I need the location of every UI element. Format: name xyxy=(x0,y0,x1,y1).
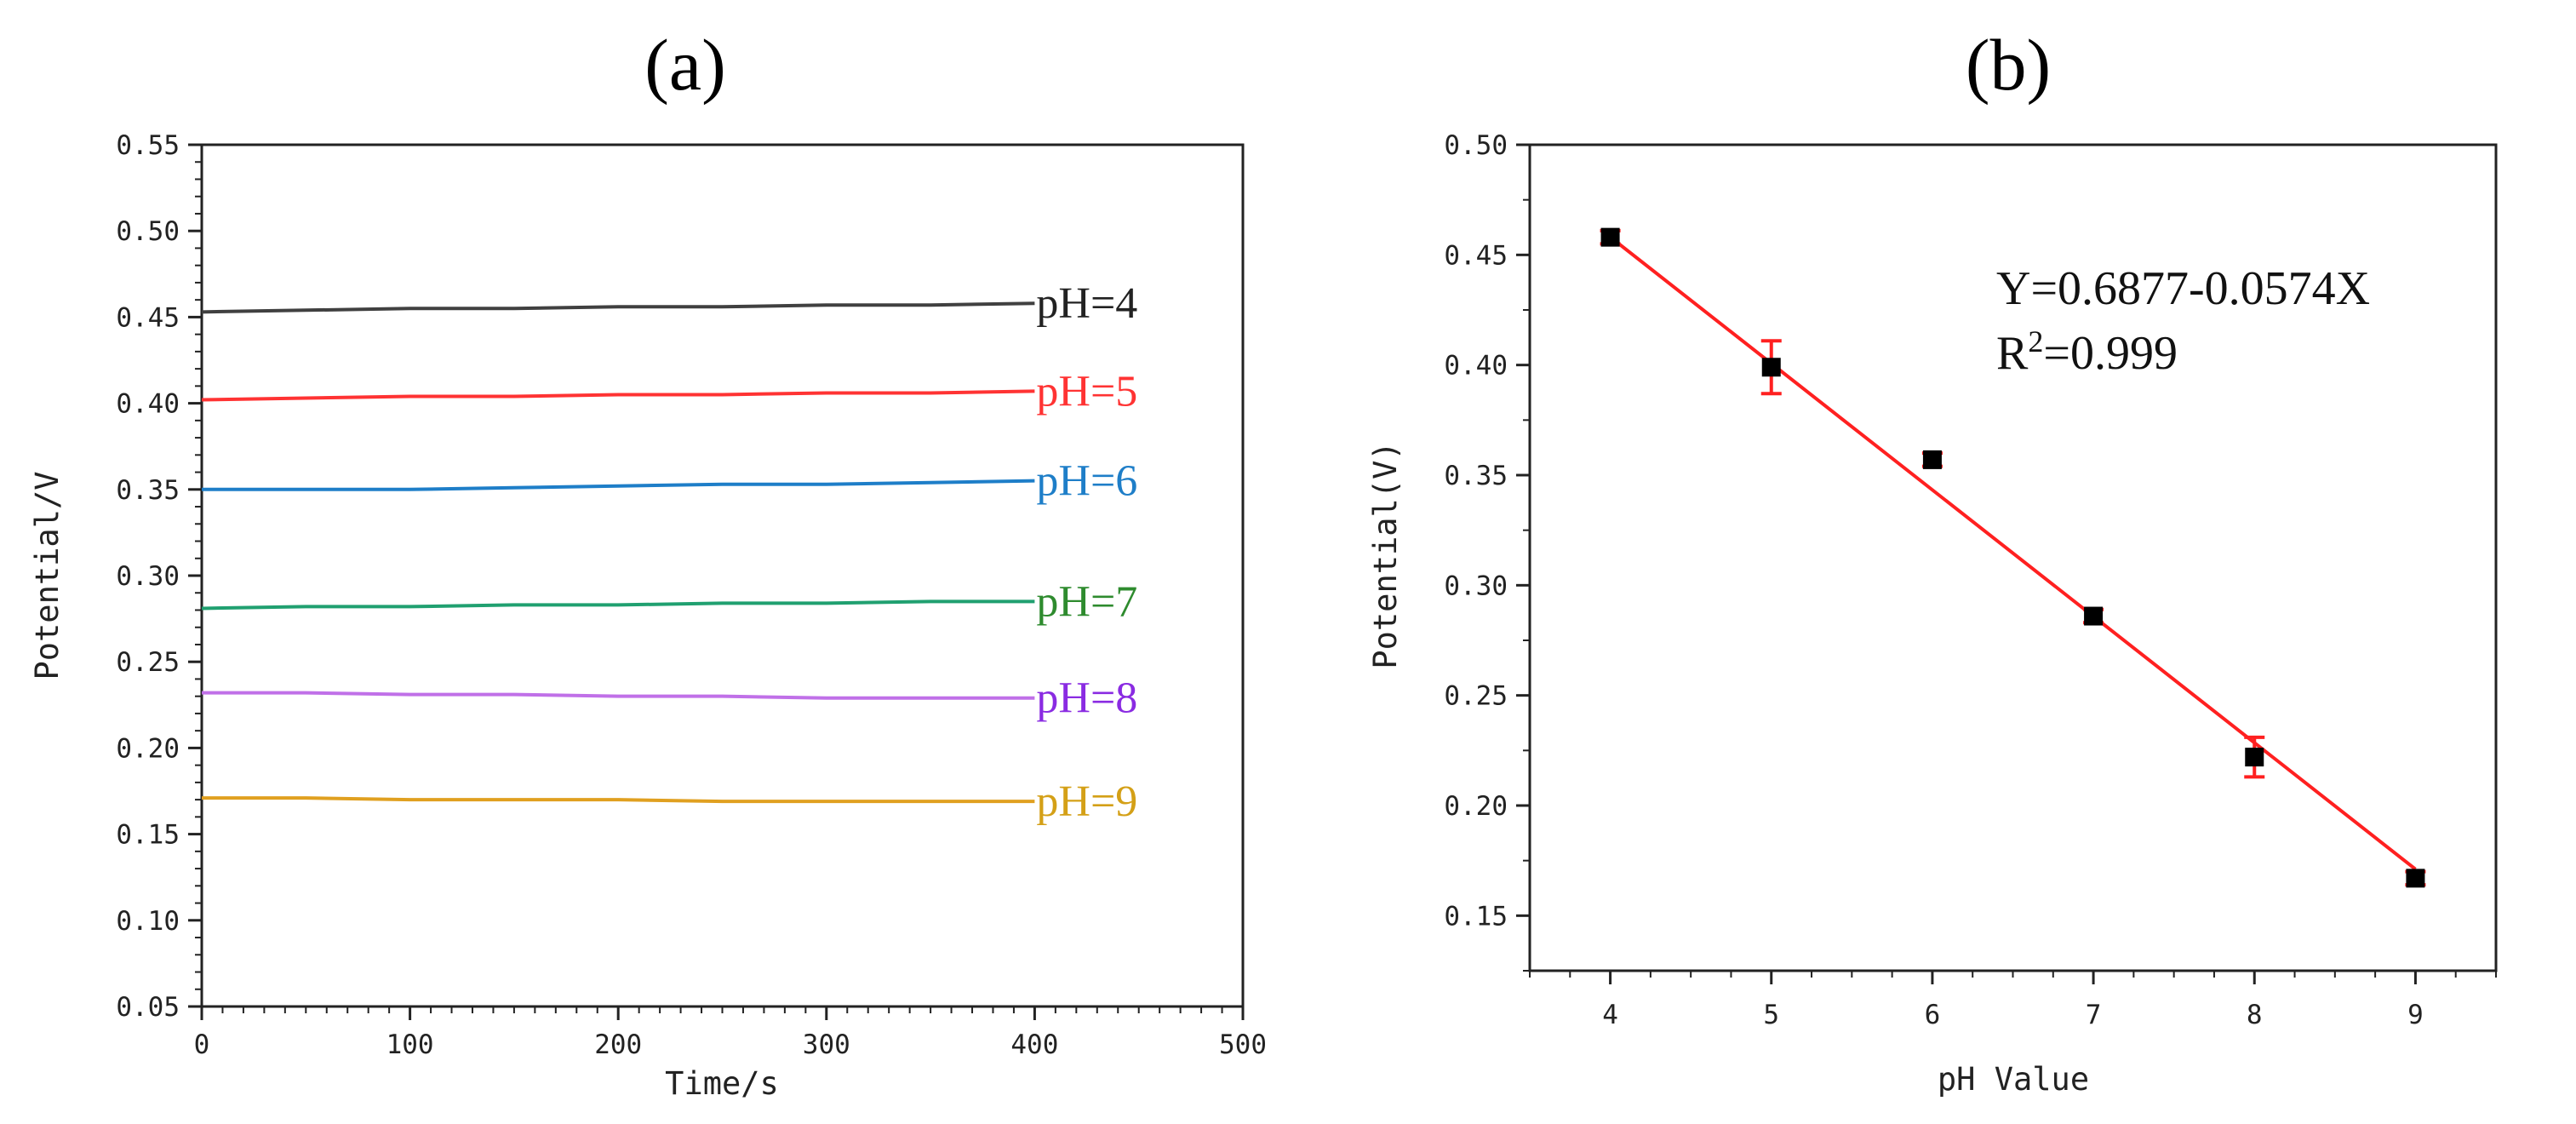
series-line-ph-7 xyxy=(201,599,1035,611)
series-label-ph-4: pH=4 xyxy=(1036,279,1137,328)
a-x-tick-label: 400 xyxy=(1010,1029,1058,1060)
b-x-tick-label: 8 xyxy=(2247,1000,2263,1030)
b-y-tick-label: 0.45 xyxy=(1444,240,1508,271)
panel-b-label: (b) xyxy=(1966,24,2051,106)
panel-b-data-points xyxy=(1600,227,2426,888)
data-point-ph-5 xyxy=(1761,358,1781,377)
b-y-tick-label: 0.50 xyxy=(1444,130,1508,161)
series-line-ph-5 xyxy=(201,389,1035,402)
data-point-ph-7 xyxy=(2084,606,2104,626)
b-y-tick-label: 0.20 xyxy=(1444,791,1508,822)
panel-b-fit-line xyxy=(1609,235,2417,871)
panel-a-y-axis-title: Potential/V xyxy=(29,471,66,680)
series-label-ph-9: pH=9 xyxy=(1036,777,1137,826)
series-label-ph-8: pH=8 xyxy=(1036,674,1137,723)
panel-b-equation: Y=0.6877-0.0574X xyxy=(1996,262,2370,315)
data-point-ph-4 xyxy=(1600,227,1620,247)
panel-a-label: (a) xyxy=(644,24,725,106)
panel-b: (b) 0.15 0.20 0.25 0.30 0.35 0.40 0.45 0.50 4 5 6… xyxy=(1367,24,2498,1098)
panel-b-r-squared: R2=0.999 xyxy=(1996,324,2178,380)
a-y-tick-label: 0.50 xyxy=(116,216,180,247)
panel-a-series-labels: pH=4 pH=5 pH=6 pH=7 pH=8 pH=9 xyxy=(1036,279,1137,826)
b-y-tick-label: 0.30 xyxy=(1444,571,1508,601)
b-x-tick-label: 7 xyxy=(2086,1000,2102,1030)
a-y-tick-label: 0.05 xyxy=(116,992,180,1023)
a-x-tick-label: 0 xyxy=(194,1029,210,1060)
data-point-ph-8 xyxy=(2245,748,2264,767)
panel-b-y-axis-title: Potential(V) xyxy=(1367,441,1404,668)
b-x-tick-label: 6 xyxy=(1925,1000,1941,1030)
panel-a-x-axis: 0 100 200 300 400 500 xyxy=(194,1006,1267,1060)
r2-prefix: R xyxy=(1996,327,2029,380)
series-line-ph-8 xyxy=(202,691,1035,700)
panel-a: (a) 0.05 0.10 0.15 0.20 0.25 0.30 0.35 0.40 0.45… xyxy=(29,24,1267,1102)
b-y-tick-label: 0.40 xyxy=(1444,351,1508,381)
series-line-ph-4 xyxy=(201,301,1035,314)
panel-b-x-axis: 4 5 6 7 8 9 xyxy=(1529,971,2497,1030)
panel-a-series xyxy=(201,301,1035,804)
a-y-tick-label: 0.40 xyxy=(116,389,180,420)
a-x-tick-label: 200 xyxy=(594,1029,642,1060)
panel-a-y-axis: 0.05 0.10 0.15 0.20 0.25 0.30 0.35 0.40 0.45 0.50… xyxy=(116,130,202,1023)
series-label-ph-5: pH=5 xyxy=(1036,367,1137,416)
series-label-ph-6: pH=6 xyxy=(1036,457,1137,506)
panel-a-x-axis-title: Time/s xyxy=(665,1065,779,1102)
r2-superscript: 2 xyxy=(2028,324,2043,358)
a-y-tick-label: 0.10 xyxy=(116,906,180,937)
r2-suffix: =0.999 xyxy=(2043,327,2178,380)
a-y-tick-label: 0.15 xyxy=(116,820,180,851)
a-y-tick-label: 0.20 xyxy=(116,733,180,764)
series-line-ph-6 xyxy=(202,479,1035,491)
a-x-tick-label: 300 xyxy=(803,1029,850,1060)
data-point-ph-6 xyxy=(1922,450,1942,469)
a-y-tick-label: 0.55 xyxy=(116,130,180,161)
panel-b-y-axis: 0.15 0.20 0.25 0.30 0.35 0.40 0.45 0.50 xyxy=(1444,130,1530,972)
a-x-tick-label: 500 xyxy=(1219,1029,1267,1060)
series-label-ph-7: pH=7 xyxy=(1036,577,1137,626)
panel-a-plot-frame xyxy=(200,143,1245,1008)
b-y-tick-label: 0.15 xyxy=(1444,901,1508,932)
series-line-ph-9 xyxy=(202,796,1035,804)
b-x-tick-label: 5 xyxy=(1763,1000,1779,1030)
a-y-tick-label: 0.25 xyxy=(116,647,180,678)
a-y-tick-label: 0.45 xyxy=(116,302,180,333)
data-point-ph-9 xyxy=(2406,869,2425,888)
b-y-tick-label: 0.35 xyxy=(1444,461,1508,491)
a-y-tick-label: 0.30 xyxy=(116,561,180,592)
b-x-tick-label: 4 xyxy=(1602,1000,1618,1030)
panel-b-x-axis-title: pH Value xyxy=(1938,1061,2089,1098)
a-x-tick-label: 100 xyxy=(386,1029,434,1060)
b-y-tick-label: 0.25 xyxy=(1444,681,1508,712)
a-y-tick-label: 0.35 xyxy=(116,475,180,506)
b-x-tick-label: 9 xyxy=(2407,1000,2424,1030)
